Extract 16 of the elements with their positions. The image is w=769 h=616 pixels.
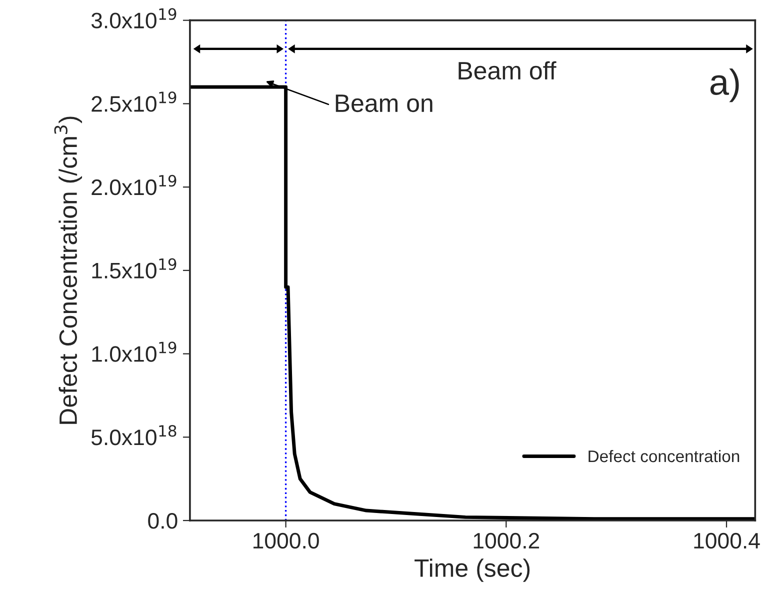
y-tick-label: 1.5x10$^{19}$ — [92, 258, 176, 279]
y-tick-label: 1.0x10$^{19}$ — [92, 342, 176, 362]
x-axis-title: Time (sec) — [414, 558, 530, 582]
y-tick-label: 0.0 — [148, 513, 178, 529]
y-tick-label: 5.0x10$^{18}$ — [91, 424, 176, 446]
y-tick-label: 3.0x10$^{19}$ — [91, 8, 176, 28]
annotation: Beam on — [336, 94, 432, 112]
y-tick-label: 2.0x10$^{19}$ — [92, 174, 176, 196]
annotation: a) — [710, 68, 739, 102]
y-axis-title: Defect Concentration (/cm$^{3}$) — [54, 116, 82, 424]
legend-label: Defect concentration — [588, 450, 740, 462]
y-tick-label: 2.5x10$^{19}$ — [92, 92, 176, 112]
x-tick-label: 1000.0 — [254, 532, 319, 549]
x-tick-label: 1000.4 — [694, 532, 760, 549]
annotation: Beam off — [458, 61, 556, 80]
x-tick-label: 1000.2 — [474, 532, 540, 549]
